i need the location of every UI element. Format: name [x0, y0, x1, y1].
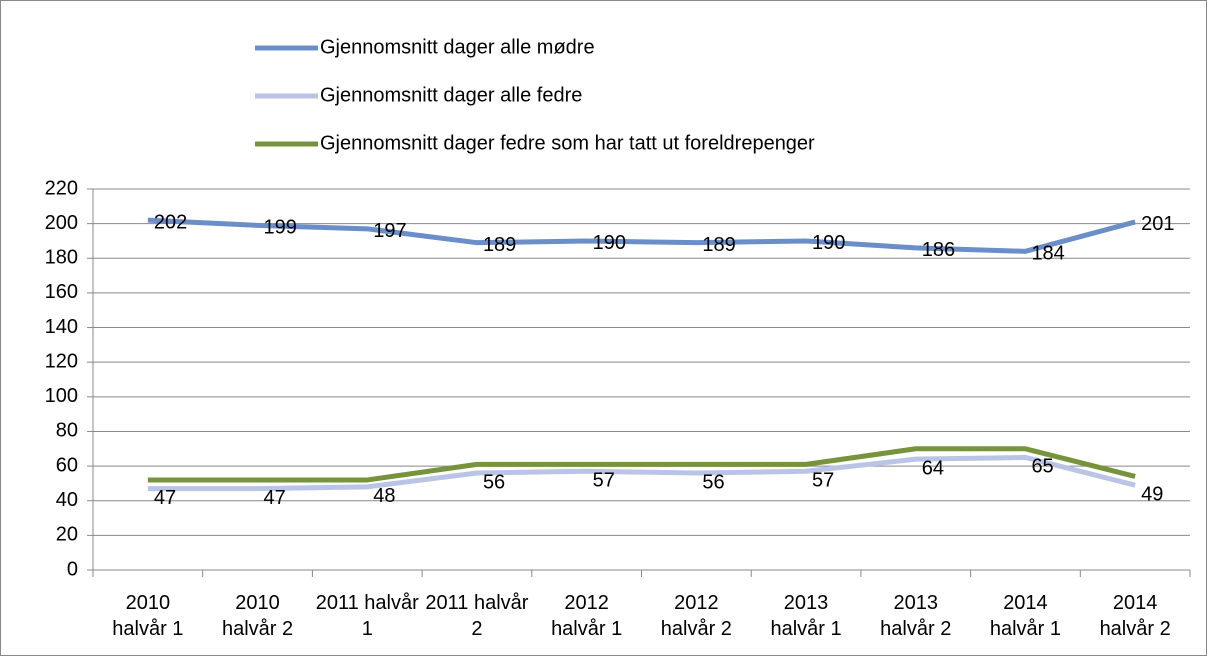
y-tick-label: 20 — [56, 524, 78, 546]
y-tick-label: 160 — [45, 281, 78, 303]
data-label: 184 — [1031, 243, 1064, 265]
data-label: 48 — [373, 485, 395, 507]
legend-label: Gjennomsnitt dager alle fedre — [320, 84, 582, 106]
x-tick-label: 2011 halvår 1 — [315, 592, 419, 640]
line — [147, 454, 1136, 492]
x-tick-label: 2010 halvår 2 — [221, 592, 294, 640]
x-tick-label: 2010 halvår 1 — [112, 592, 184, 640]
data-label: 47 — [154, 487, 176, 509]
x-tick-label: 2011 halvår 2 — [425, 592, 529, 640]
y-tick-label: 0 — [67, 558, 78, 580]
y-tick-label: 220 — [45, 177, 78, 199]
y-tick-label: 60 — [56, 454, 78, 476]
x-tick-label: 2013 halvår 1 — [770, 592, 842, 640]
data-label: 186 — [922, 239, 955, 261]
y-tick-label: 80 — [56, 420, 78, 442]
data-label: 190 — [593, 232, 626, 254]
data-label: 57 — [593, 470, 615, 492]
data-label: 199 — [264, 217, 297, 239]
data-label: 56 — [702, 471, 724, 493]
data-label: 49 — [1141, 483, 1163, 505]
x-tick-label: 2012 halvår 2 — [660, 592, 732, 640]
line — [147, 446, 1136, 483]
x-tick-label: 2013 halvår 2 — [880, 592, 952, 640]
y-tick-label: 140 — [45, 316, 78, 338]
y-tick-label: 120 — [45, 350, 78, 372]
y-tick-label: 40 — [56, 489, 78, 511]
data-label: 189 — [702, 234, 735, 256]
data-label: 57 — [812, 470, 834, 492]
data-label: 65 — [1031, 456, 1053, 478]
data-label: 202 — [154, 211, 187, 233]
data-label: 56 — [483, 471, 505, 493]
data-label: 190 — [812, 232, 845, 254]
data-label: 47 — [264, 487, 286, 509]
line — [147, 217, 1136, 254]
x-tick-label: 2014 halvår 1 — [989, 592, 1062, 640]
legend-label: Gjennomsnitt dager fedre som har tatt ut… — [320, 132, 815, 154]
data-label: 201 — [1141, 213, 1174, 235]
data-label: 64 — [922, 457, 944, 479]
x-tick-label: 2014 halvår 2 — [1099, 592, 1171, 640]
y-tick-label: 100 — [45, 385, 78, 407]
legend-label: Gjennomsnitt dager alle mødre — [320, 36, 595, 58]
data-label: 197 — [373, 220, 406, 242]
y-tick-label: 200 — [45, 212, 78, 234]
y-tick-label: 180 — [45, 247, 78, 269]
x-tick-label: 2012 halvår 1 — [551, 592, 623, 640]
data-label: 189 — [483, 234, 516, 256]
